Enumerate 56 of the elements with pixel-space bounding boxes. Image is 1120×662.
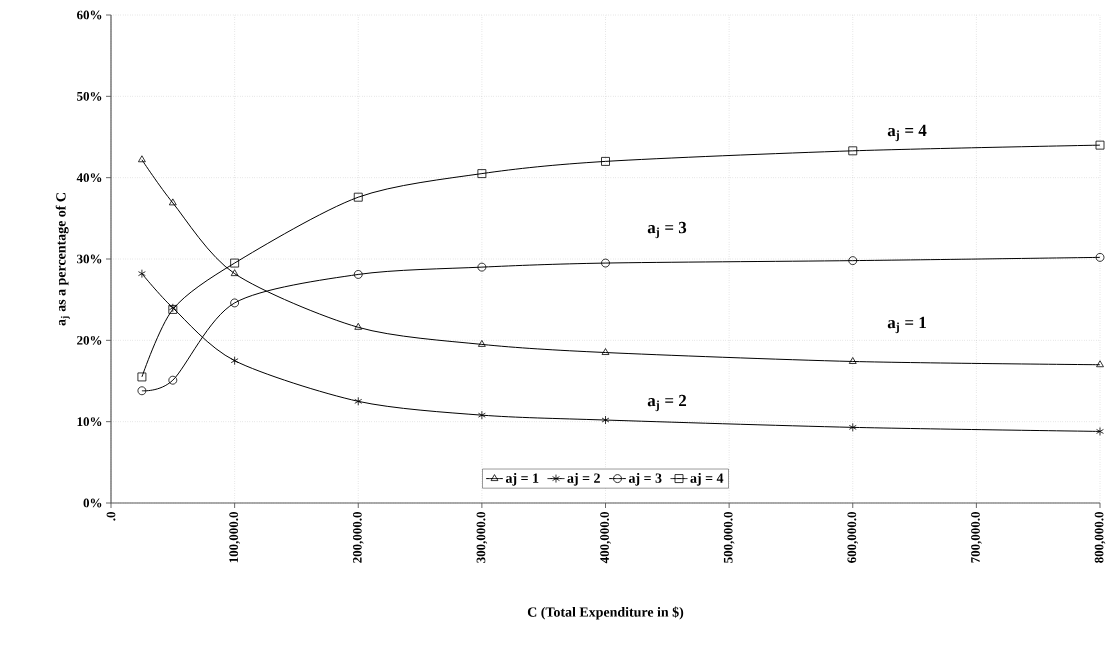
x-tick-label: 300,000.0 <box>476 512 488 563</box>
point <box>230 356 239 366</box>
x-tick-label: 500,000.0 <box>723 512 735 563</box>
y-tick-label: 40% <box>76 173 102 183</box>
point <box>1095 140 1105 150</box>
annotation: a$_{j}$ = 3 <box>647 221 687 239</box>
point <box>137 386 147 396</box>
point <box>601 157 610 166</box>
annotation: a$_{j}$ = 4 <box>887 124 927 142</box>
point <box>168 375 178 385</box>
point <box>354 322 363 330</box>
point <box>477 262 487 272</box>
x-axis-title: C (Total Expenditure in $) <box>527 606 684 620</box>
point <box>138 269 146 279</box>
y-axis-title: a$_{j}$ as a percentage of C <box>55 193 70 326</box>
x-tick-label: 400,000.0 <box>600 512 611 564</box>
annotation: a$_{j}$ = 2 <box>647 394 687 412</box>
point <box>230 269 239 277</box>
y-tick-label: 10% <box>77 417 102 427</box>
legend-label: aj = 1 <box>505 472 539 486</box>
point <box>353 270 363 279</box>
x-tick-label: 600,000.0 <box>847 512 859 563</box>
y-tick-label: 60% <box>77 10 102 20</box>
point <box>230 258 240 268</box>
x-tick-label: 200,000.0 <box>352 512 364 563</box>
point <box>601 348 610 355</box>
y-tick-label: 0% <box>83 498 102 508</box>
annotation: a$_{j}$ = 1 <box>887 316 926 334</box>
point <box>168 198 177 206</box>
point <box>1096 427 1104 436</box>
y-tick-label: 50% <box>77 91 102 101</box>
x-tick-label: 100,000.0 <box>229 512 240 563</box>
point <box>354 396 363 406</box>
legend-label: aj = 4 <box>690 472 724 486</box>
x-tick-label: 800,000.0 <box>1094 512 1106 563</box>
legend-label: aj = 2 <box>567 472 600 486</box>
x-tick-label: 700,000.0 <box>971 512 982 563</box>
point <box>137 372 147 382</box>
point <box>848 357 857 364</box>
point <box>477 169 487 178</box>
point <box>230 298 240 308</box>
point <box>1095 252 1105 262</box>
point <box>1096 360 1104 368</box>
point <box>601 415 610 425</box>
point <box>478 410 486 420</box>
point <box>138 155 146 163</box>
point <box>848 256 858 266</box>
point <box>478 340 486 347</box>
point <box>353 192 363 202</box>
x-tick-label: .0 <box>106 512 116 521</box>
point <box>601 258 610 268</box>
point <box>848 422 857 432</box>
y-tick-label: 30% <box>77 254 102 264</box>
y-tick-label: 20% <box>77 335 102 345</box>
legend-label: aj = 3 <box>628 472 662 486</box>
point <box>848 146 858 156</box>
